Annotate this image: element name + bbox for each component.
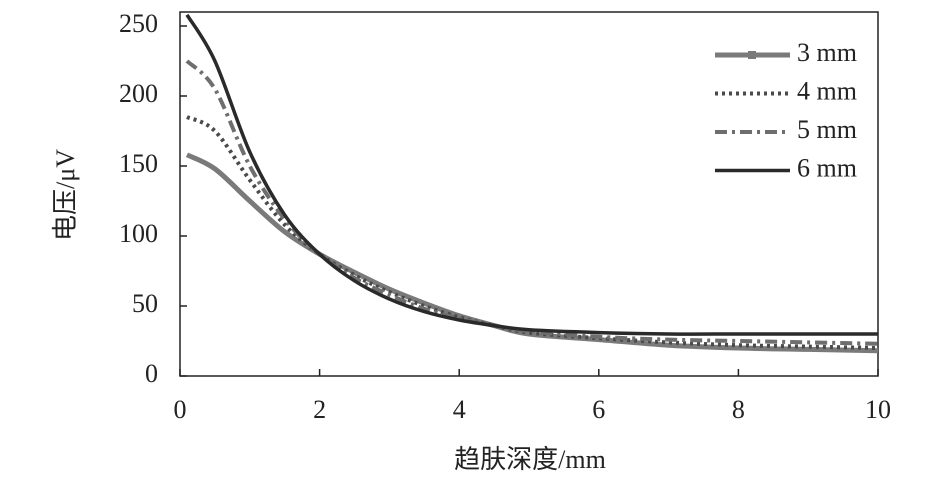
x-tick-label: 4 <box>453 395 466 424</box>
y-tick-label: 50 <box>132 289 158 318</box>
y-tick-label: 150 <box>119 149 158 178</box>
legend-label: 3 mm <box>797 38 857 67</box>
series-line <box>186 115 879 350</box>
plot-frame <box>179 11 879 377</box>
x-tick-label: 10 <box>865 395 891 424</box>
x-tick-label: 2 <box>313 395 326 424</box>
legend-label: 6 mm <box>797 153 857 182</box>
y-tick-label: 200 <box>119 79 158 108</box>
y-axis-label: 电压/μV <box>51 149 80 241</box>
x-tick-label: 0 <box>174 395 187 424</box>
y-tick-label: 100 <box>119 219 158 248</box>
legend-marker <box>748 51 756 59</box>
x-axis-label: 趋肤深度/mm <box>454 445 606 474</box>
series-line <box>185 13 878 336</box>
series-line <box>185 59 879 346</box>
x-tick-label: 8 <box>732 395 745 424</box>
x-tick-label: 6 <box>592 395 605 424</box>
legend-label: 5 mm <box>797 115 857 144</box>
legend-label: 4 mm <box>797 76 857 105</box>
series-line <box>185 152 879 354</box>
y-tick-label: 0 <box>145 359 158 388</box>
y-tick-label: 250 <box>119 9 158 38</box>
